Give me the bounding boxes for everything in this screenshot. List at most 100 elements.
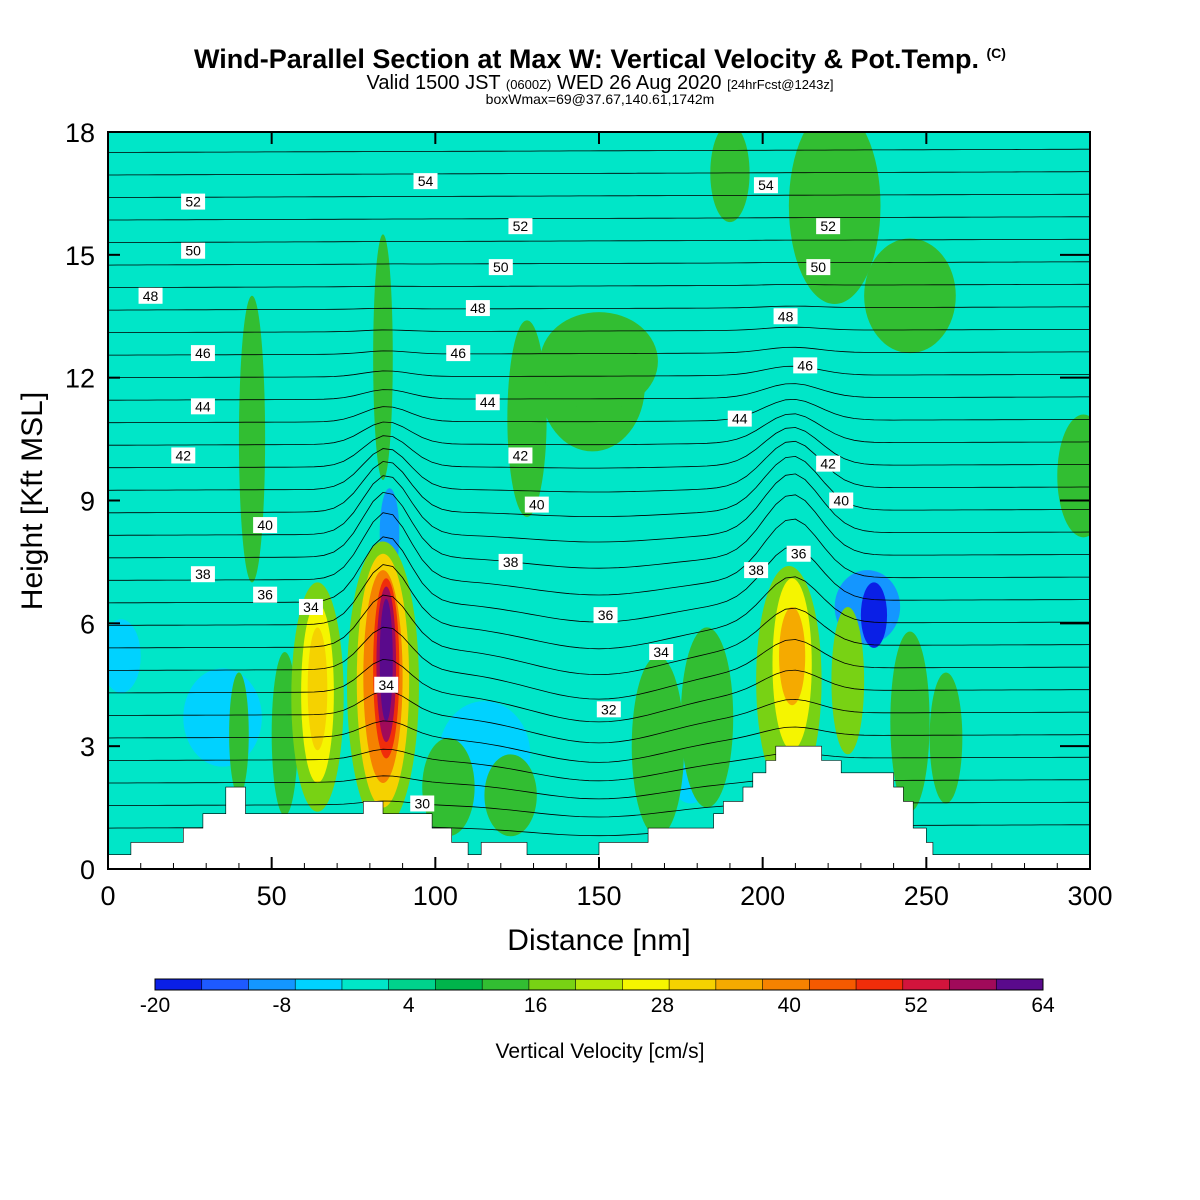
box-info: boxWmax=69@37.67,140.61,1742m — [485, 91, 715, 107]
theta-contour-line — [108, 690, 1090, 744]
colorbar-swatch — [341, 979, 390, 990]
valid-prefix: Valid 1500 JST — [366, 72, 501, 94]
contour-label-text: 42 — [513, 447, 529, 463]
contour-label: 40 — [253, 517, 278, 534]
w-field-cell — [788, 132, 881, 304]
theta-contour-line — [108, 720, 1090, 763]
contour-label-text: 48 — [470, 300, 486, 316]
colorbar-swatch — [902, 979, 951, 990]
colorbar-swatch — [388, 979, 436, 990]
theta-contour-line — [108, 216, 1090, 221]
contour-label: 48 — [465, 300, 490, 317]
terrain — [108, 745, 1090, 869]
contour-label: 42 — [508, 447, 533, 464]
theta-contour-line — [108, 455, 1090, 517]
colorbar: -20 -8 4 16 28 40 52 64 — [140, 978, 1055, 1017]
contour-label: 38 — [744, 562, 769, 579]
colorbar-swatch — [949, 979, 997, 990]
theta-contour-line — [108, 626, 1090, 700]
contour-label: 30 — [410, 795, 435, 812]
y-tick-label: 0 — [80, 855, 95, 885]
w-field-cell — [680, 627, 734, 808]
w-field-cell — [373, 234, 393, 481]
w-field-cell — [382, 619, 391, 693]
contour-label-text: 38 — [195, 566, 211, 582]
contour-label-text: 48 — [778, 308, 794, 324]
contour-label: 50 — [806, 259, 831, 276]
theta-contour-line — [108, 261, 1090, 266]
theta-contour-line — [108, 398, 1090, 424]
contour-label-text: 44 — [732, 411, 748, 427]
theta-contour-line — [108, 326, 1090, 333]
contour-label-text: 42 — [175, 447, 191, 463]
contour-label-text: 52 — [513, 218, 529, 234]
contour-label-text: 30 — [414, 795, 430, 811]
potential-temperature-contours — [108, 127, 1090, 837]
theta-contour-line — [108, 193, 1090, 198]
contour-label: 48 — [773, 308, 798, 325]
w-field-cell — [484, 754, 537, 837]
colorbar-tick-label: -8 — [273, 994, 292, 1017]
theta-contour-line — [108, 440, 1090, 493]
contour-label: 38 — [498, 553, 523, 570]
y-tick-label: 12 — [65, 364, 95, 394]
theta-contour-line — [108, 594, 1090, 676]
x-tick-label: 200 — [740, 881, 785, 911]
w-field-cell — [108, 619, 141, 693]
contour-label-text: 46 — [797, 357, 813, 373]
x-tick-label: 250 — [904, 881, 949, 911]
contour-label: 52 — [816, 218, 841, 235]
theta-contour-line — [108, 491, 1090, 569]
contour-label-text: 44 — [195, 398, 211, 414]
contour-label-text: 48 — [143, 288, 159, 304]
theta-contour-line — [108, 775, 1090, 800]
contour-label-text: 46 — [450, 345, 466, 361]
theta-contour-line — [108, 800, 1090, 818]
colorbar-tick-label: -20 — [140, 994, 170, 1017]
y-axis-label: Height [Kft MSL] — [16, 392, 49, 610]
theta-contour-line — [108, 148, 1090, 153]
theta-contour-line — [108, 127, 1090, 130]
contour-label-text: 34 — [378, 677, 394, 693]
contour-label: 48 — [138, 287, 163, 304]
contour-label: 36 — [593, 607, 618, 624]
contour-label: 34 — [298, 598, 323, 615]
valid-time-line: Valid 1500 JST (0600Z) WED 26 Aug 2020 [… — [0, 72, 1200, 95]
colorbar-tick-label: 28 — [651, 994, 674, 1017]
contour-label-text: 36 — [257, 587, 273, 603]
theta-contour-line — [108, 564, 1090, 650]
title-main: Wind-Parallel Section at Max W: Vertical… — [194, 44, 979, 74]
colorbar-tick-label: 52 — [904, 994, 927, 1017]
y-tick-label: 9 — [80, 487, 95, 517]
theta-contour-line — [108, 346, 1090, 356]
valid-date: WED 26 Aug 2020 — [556, 72, 722, 94]
theta-contour-line — [108, 748, 1090, 782]
colorbar-swatch — [996, 979, 1044, 990]
contour-label: 46 — [793, 357, 818, 374]
contour-label-text: 34 — [653, 644, 669, 660]
contour-label: 36 — [786, 545, 811, 562]
contour-label: 40 — [524, 496, 549, 513]
w-field-cell — [271, 651, 298, 816]
contour-label-text: 54 — [758, 177, 774, 193]
contour-label: 40 — [829, 492, 854, 509]
colorbar-swatch — [575, 979, 623, 990]
contour-label: 38 — [190, 566, 215, 583]
contour-label: 46 — [190, 345, 215, 362]
colorbar-swatch — [762, 979, 810, 990]
contour-label-text: 38 — [503, 554, 519, 570]
w-field-cell — [229, 672, 249, 796]
contour-label: 42 — [171, 447, 196, 464]
contour-label: 44 — [727, 410, 752, 427]
colorbar-tick-label: 64 — [1031, 994, 1055, 1017]
colorbar-swatch — [715, 979, 764, 990]
w-field-cell — [864, 238, 956, 354]
w-field-cell — [929, 672, 963, 804]
contour-label-text: 50 — [185, 243, 201, 259]
w-field-cell — [631, 656, 685, 837]
theta-contour-line — [108, 283, 1090, 288]
theta-contour-line — [108, 305, 1090, 311]
contour-label-text: 36 — [791, 546, 807, 562]
w-field-cell — [831, 606, 865, 755]
